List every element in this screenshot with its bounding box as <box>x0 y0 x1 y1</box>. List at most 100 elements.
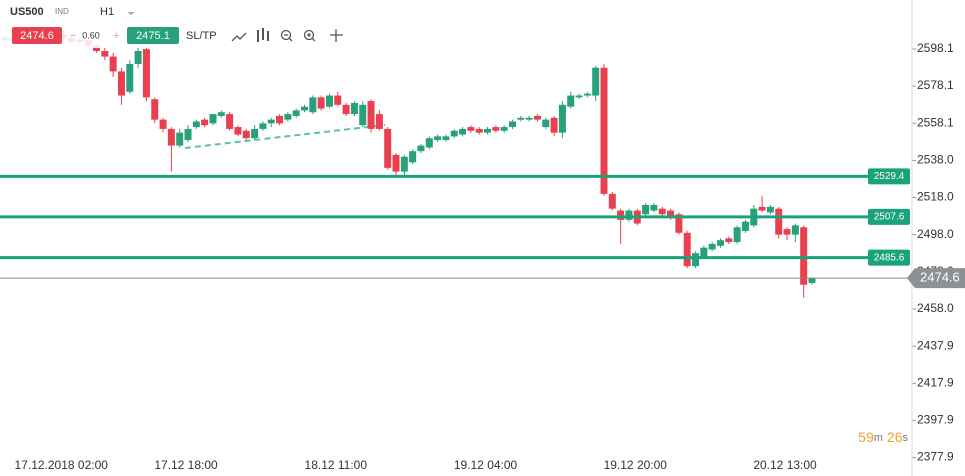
candle-body <box>142 49 150 98</box>
y-tick-label: 2558.1 <box>917 115 954 129</box>
candle-body <box>459 128 467 135</box>
level-label-box <box>868 208 910 225</box>
sell-box[interactable] <box>12 27 62 44</box>
timer-part: s <box>903 432 909 444</box>
candle-body <box>741 221 749 231</box>
candle-body <box>292 110 300 116</box>
current-price-box <box>907 268 965 289</box>
candle-body <box>317 97 325 109</box>
candle-body <box>783 229 791 235</box>
candle-body <box>184 128 192 141</box>
timeframe[interactable]: H1 <box>100 6 114 18</box>
candle-body <box>425 138 433 148</box>
icon-zoom-out-glyph <box>284 34 293 42</box>
buy-box[interactable] <box>127 27 179 44</box>
candle-body <box>716 240 724 246</box>
candle-body <box>217 112 225 116</box>
candle-body <box>259 123 267 129</box>
y-tick-label: 2437.9 <box>917 338 954 352</box>
candle-body <box>109 56 117 72</box>
candle-body <box>800 227 808 285</box>
candle-body <box>600 67 608 194</box>
y-tick-label: 2498.0 <box>917 227 954 241</box>
candle-body <box>500 127 508 131</box>
candle-body <box>725 238 733 243</box>
candle-body <box>93 45 101 52</box>
timeframe-caret <box>127 12 135 15</box>
candle-body <box>151 99 159 120</box>
candle-body <box>583 93 591 96</box>
trendline <box>184 124 386 149</box>
candle-body <box>126 63 134 92</box>
sltp[interactable]: SL/TP <box>186 30 217 42</box>
x-tick-label: 18.12 11:00 <box>305 458 368 472</box>
timer: 59m 26s <box>858 429 908 445</box>
icon-line[interactable] <box>231 32 247 42</box>
y-tick-label: 2578.1 <box>917 78 954 92</box>
candle-body <box>417 145 425 152</box>
level-label: 2507.6 <box>874 211 905 222</box>
candle-body <box>650 204 658 211</box>
candle-body <box>409 151 417 163</box>
y-tick-label: 2397.9 <box>917 413 954 427</box>
candle-body <box>251 128 259 139</box>
candle-body <box>192 121 200 128</box>
candle-body <box>508 121 516 128</box>
icon-zoom-in[interactable] <box>303 29 315 41</box>
candle-body <box>176 132 184 146</box>
y-tick-label: 2538.0 <box>917 153 954 167</box>
candle-body <box>575 95 583 98</box>
x-tick-label: 20.12 13:00 <box>753 458 817 472</box>
candle-body <box>617 210 625 220</box>
candle-body <box>226 114 234 129</box>
timer-part: m <box>874 432 883 444</box>
level-label-box <box>868 168 910 185</box>
candle-body <box>567 95 575 107</box>
candle-body <box>558 104 566 133</box>
candle-body <box>542 119 550 128</box>
candle-body <box>608 193 616 209</box>
x-tick-label: 17.12 18:00 <box>154 458 218 472</box>
icon-candles[interactable] <box>257 28 269 42</box>
candle-body <box>675 214 683 233</box>
candle-body <box>309 97 317 113</box>
icon-move[interactable] <box>330 29 343 42</box>
candle-body <box>201 119 209 126</box>
candle-body <box>592 67 600 96</box>
candle-body <box>667 210 675 218</box>
y-tick-label: 2598.1 <box>917 41 954 55</box>
toolbar-bg <box>0 0 380 48</box>
candle-body <box>334 95 342 105</box>
candle-body <box>775 208 783 235</box>
spread-minus: − <box>70 30 76 42</box>
candle-body <box>209 114 217 124</box>
candle-body <box>450 130 458 137</box>
buy-price[interactable]: 2475.1 <box>136 30 170 42</box>
candle-body <box>325 95 333 107</box>
current-price-label: 2474.6 <box>920 270 960 285</box>
candle-body <box>758 206 766 211</box>
candle-body <box>525 117 533 120</box>
candle-body <box>167 128 175 146</box>
sell-price[interactable]: 2474.6 <box>20 30 54 42</box>
candle-body <box>367 101 375 129</box>
candle-body <box>625 210 633 220</box>
level-label: 2529.4 <box>874 171 905 182</box>
candle-body <box>434 136 442 141</box>
symbol[interactable]: US500 <box>10 6 44 18</box>
candle-body <box>384 128 392 168</box>
candle-body <box>117 71 125 96</box>
candle-body <box>276 115 284 124</box>
candle-body <box>159 119 167 129</box>
candle-body <box>234 127 242 135</box>
symbol-type: IND <box>55 7 69 16</box>
toolbar: US500 IND H1 2474.6 −0.60 +2475.1 SL/TP <box>0 0 380 48</box>
candle-body <box>242 130 250 139</box>
timer-part: 26 <box>887 429 903 445</box>
candle-body <box>134 51 142 64</box>
candle-body <box>550 117 558 133</box>
candle-body <box>350 102 358 115</box>
x-tick-label: 17.12.2018 02:00 <box>15 458 109 472</box>
icon-zoom-out[interactable] <box>280 29 292 41</box>
